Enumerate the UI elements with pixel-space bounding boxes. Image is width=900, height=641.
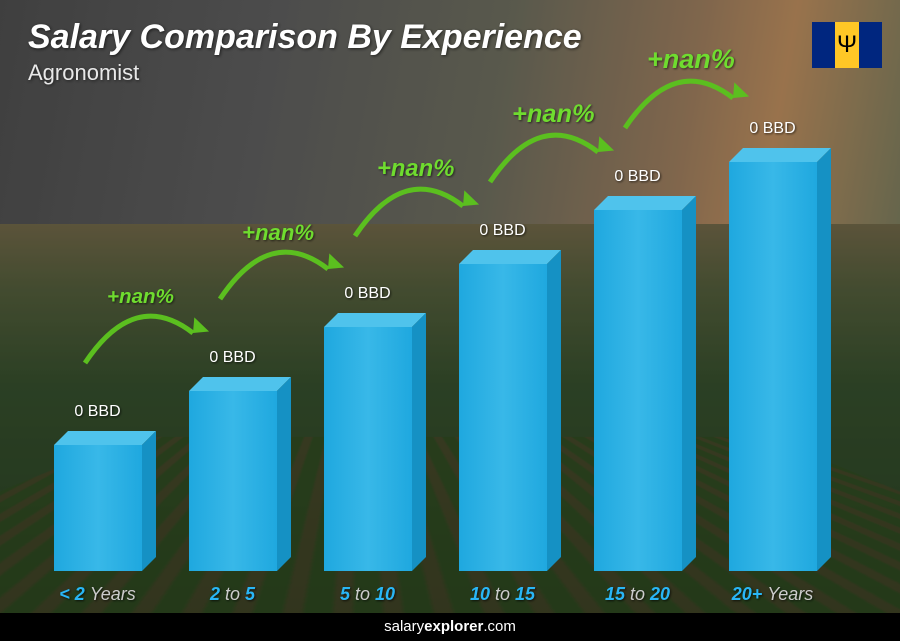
chart-container: Salary Comparison By Experience Agronomi… (0, 0, 900, 641)
chart-title: Salary Comparison By Experience (28, 18, 582, 57)
bar-slot: +nan%0 BBD20+ Years (705, 120, 840, 571)
bar-top-face (189, 377, 291, 391)
bar-front-face (459, 264, 547, 571)
trident-icon: Ψ (837, 33, 857, 57)
footer-bold: explorer (424, 618, 483, 635)
bar-value-label: 0 BBD (74, 403, 120, 421)
bar (324, 327, 412, 571)
bar-side-face (547, 250, 561, 571)
growth-arrow-icon (615, 58, 765, 148)
bars-group: 0 BBD< 2 Years+nan%0 BBD2 to 5+nan%0 BBD… (30, 120, 840, 571)
footer-tld: .com (483, 618, 516, 635)
bar-top-face (459, 250, 561, 264)
bar-top-face (594, 196, 696, 210)
flag-band-right (859, 22, 882, 68)
flag-band-center: Ψ (835, 22, 858, 68)
category-label: 2 to 5 (210, 584, 255, 605)
bar (729, 162, 817, 571)
bar-chart: 0 BBD< 2 Years+nan%0 BBD2 to 5+nan%0 BBD… (30, 120, 840, 571)
bar-side-face (412, 313, 426, 571)
bar-top-face (324, 313, 426, 327)
bar (594, 210, 682, 571)
growth-arrow-icon (480, 112, 630, 202)
bar-side-face (817, 148, 831, 571)
bar-top-face (54, 431, 156, 445)
bar-slot: +nan%0 BBD2 to 5 (165, 120, 300, 571)
bar-side-face (277, 377, 291, 571)
category-label: 5 to 10 (340, 584, 395, 605)
category-label: 10 to 15 (470, 584, 535, 605)
category-label: 20+ Years (732, 584, 814, 605)
bar-slot: +nan%0 BBD15 to 20 (570, 120, 705, 571)
bar (189, 391, 277, 571)
bar (54, 445, 142, 571)
bar-side-face (142, 431, 156, 571)
bar-side-face (682, 196, 696, 571)
footer-attribution: salaryexplorer.com (0, 613, 900, 641)
flag-band-left (812, 22, 835, 68)
growth-arrow-icon (75, 293, 225, 383)
bar-front-face (54, 445, 142, 571)
bar (459, 264, 547, 571)
bar-front-face (594, 210, 682, 571)
bar-front-face (189, 391, 277, 571)
bar-front-face (729, 162, 817, 571)
chart-subtitle: Agronomist (28, 60, 139, 86)
growth-arrow-icon (345, 166, 495, 256)
bar-front-face (324, 327, 412, 571)
bar-top-face (729, 148, 831, 162)
growth-arrow-icon (210, 229, 360, 319)
category-label: < 2 Years (59, 584, 136, 605)
category-label: 15 to 20 (605, 584, 670, 605)
country-flag: Ψ (812, 22, 882, 68)
